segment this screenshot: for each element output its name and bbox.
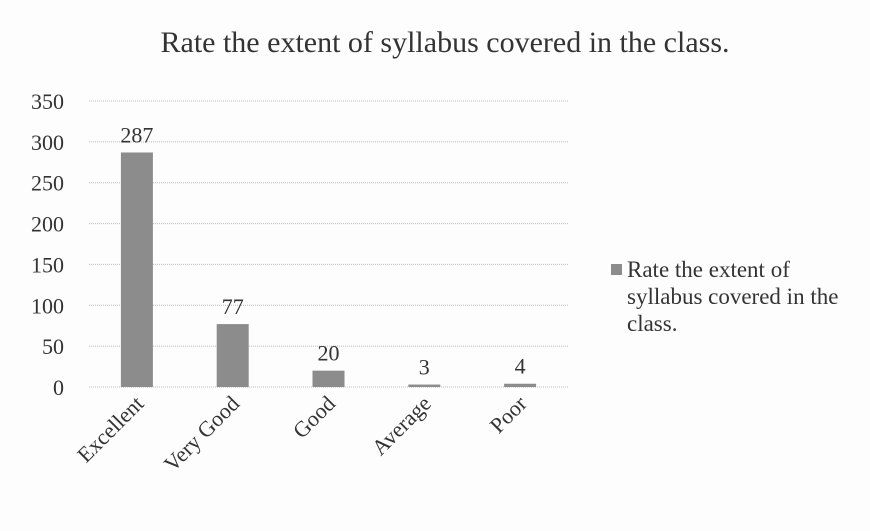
bar bbox=[120, 152, 153, 387]
y-tick-label: 0 bbox=[53, 375, 64, 400]
data-label: 20 bbox=[318, 341, 340, 366]
x-tick-label: Excellent bbox=[72, 391, 148, 467]
y-tick-label: 50 bbox=[42, 334, 64, 359]
legend-swatch bbox=[611, 264, 622, 275]
y-tick-label: 200 bbox=[31, 212, 64, 237]
data-label: 287 bbox=[120, 122, 153, 147]
x-tick-label: Average bbox=[367, 391, 436, 460]
data-label: 3 bbox=[419, 355, 430, 380]
y-tick-label: 150 bbox=[31, 252, 64, 277]
bar bbox=[504, 383, 537, 387]
data-label: 77 bbox=[222, 294, 244, 319]
x-tick-label: Poor bbox=[485, 390, 533, 438]
x-tick-label: Very Good bbox=[159, 391, 245, 477]
bar bbox=[408, 384, 441, 387]
y-tick-label: 300 bbox=[31, 130, 64, 155]
y-tick-label: 250 bbox=[31, 171, 64, 196]
legend-label: Rate the extent of syllabus covered in t… bbox=[627, 257, 839, 336]
bar bbox=[312, 370, 345, 387]
y-tick-label: 100 bbox=[31, 293, 64, 318]
data-label: 4 bbox=[515, 354, 526, 379]
bar bbox=[216, 324, 249, 387]
x-tick-label: Good bbox=[288, 391, 340, 443]
chart-title: Rate the extent of syllabus covered in t… bbox=[161, 26, 730, 59]
legend: Rate the extent of syllabus covered in t… bbox=[611, 256, 867, 337]
y-tick-label: 350 bbox=[31, 89, 64, 114]
